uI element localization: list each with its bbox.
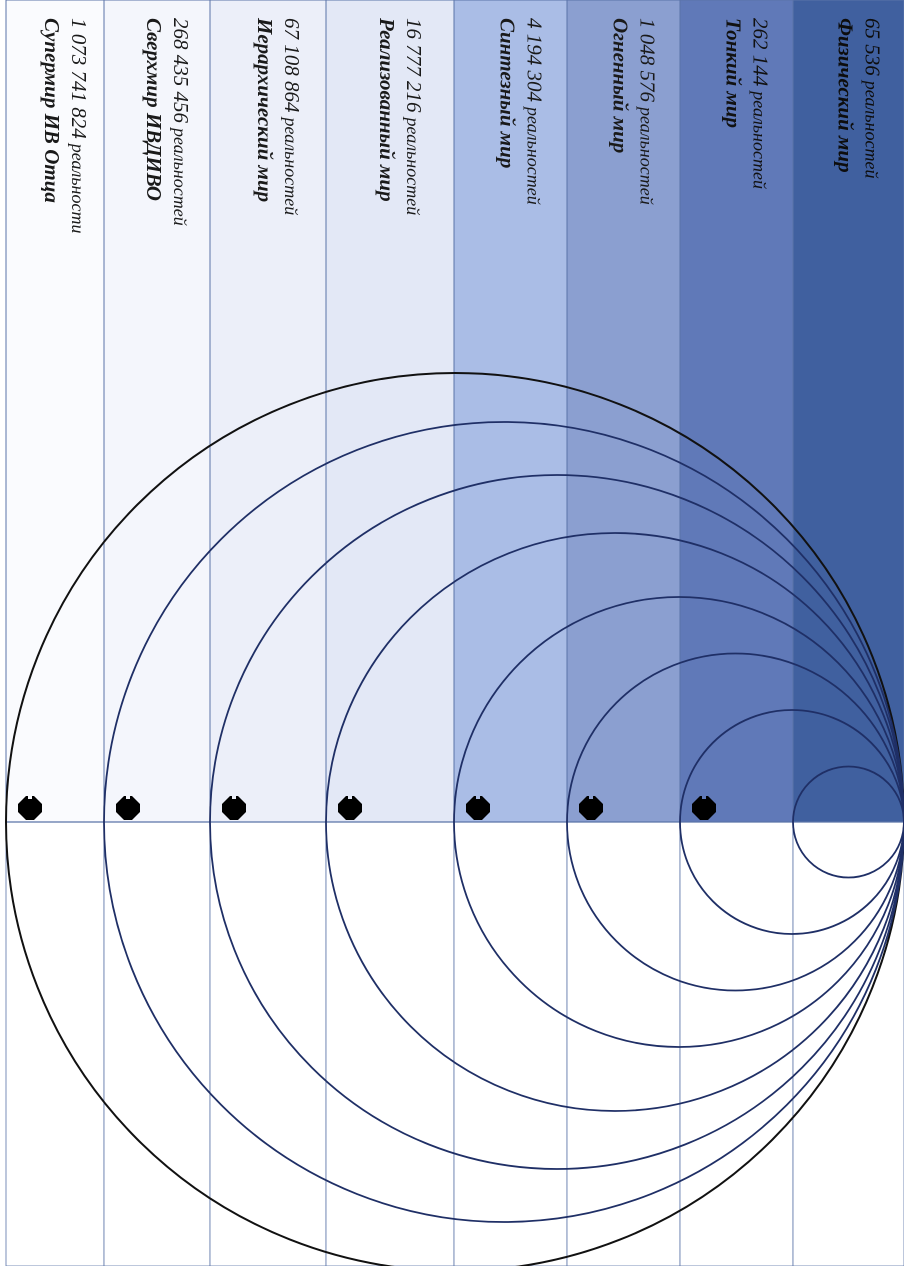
band-lower-sinteznyy [453,821,568,1266]
band-ognennyy [566,0,681,823]
band-fizicheskiy [792,0,904,823]
arc-supermir [5,372,904,1266]
world-count: 268 435 456реальностей [169,18,193,226]
count-value: 4 194 304 [523,18,547,103]
label-ognennyy: Огненный мир 1 048 576реальностей [609,18,660,205]
world-count: 1 048 576реальностей [636,18,660,205]
count-value: 65 536 [861,18,885,76]
count-unit: реальности [68,142,88,234]
count-unit: реальностей [637,105,657,205]
band-lower-supermir [5,821,105,1266]
world-name: Тонкий мир [722,18,746,128]
band-lower-fizicheskiy [792,821,904,1266]
world-count: 65 536 реальностей [861,18,885,178]
world-labels: Супермир ИВ Отца 1 073 741 824реальности С… [40,17,885,233]
count-value: 262 144 [749,18,773,87]
world-bands [5,0,904,1266]
world-count: 16 777 216 реальностей [402,18,426,215]
nested-arcs [5,372,904,1266]
band-supermir [5,0,105,823]
world-name: Иерархический мир [253,17,277,202]
world-name: Физический мир [834,18,858,173]
count-unit: реальностей [170,126,190,226]
arc-realizovannyy [325,532,904,1112]
arc-ierarkhicheskiy [209,474,904,1170]
world-count: 262 144реальностей [749,18,773,189]
band-sinteznyy [453,0,568,823]
label-fizicheskiy: Физический мир 65 536 реальностей [834,18,885,178]
arc-fizicheskiy [792,765,904,879]
house-icon [338,796,362,820]
house-icon [579,796,603,820]
label-tonkiy: Тонкий мир 262 144реальностей [722,18,773,189]
world-count: 1 073 741 824 реальности [67,18,91,233]
count-unit: реальностей [403,116,423,216]
band-ierarkhicheskiy [209,0,327,823]
house-icon [692,796,716,820]
arc-sinteznyy [453,596,904,1048]
count-unit: реальностей [750,89,770,189]
label-ierarkhicheskiy: Иерархический мир 67 108 864 реальностей [253,17,304,215]
label-sverkhmir: Сверхмир ИВДИВО 268 435 456реальностей [142,18,193,226]
label-supermir: Супермир ИВ Отца 1 073 741 824 реальности [40,18,91,233]
world-name: Сверхмир ИВДИВО [142,18,166,201]
house-icon [466,796,490,820]
label-sinteznyy: Синтезный мир 4 194 304реальностей [496,18,547,205]
count-value: 268 435 456 [169,18,193,124]
world-name: Супермир ИВ Отца [40,18,64,203]
band-lower-tonkiy [679,821,794,1266]
house-icon [222,796,246,820]
band-realizovannyy [325,0,455,823]
count-unit: реальностей [281,116,301,216]
world-count: 67 108 864 реальностей [280,18,304,215]
count-unit: реальностей [862,79,882,179]
arc-ognennyy [566,652,904,992]
world-name: Огненный мир [609,18,633,153]
count-value: 1 073 741 824 [67,18,91,139]
count-value: 67 108 864 [280,18,304,113]
band-sverkhmir [103,0,211,823]
world-name: Синтезный мир [496,18,520,168]
band-lower-ierarkhicheskiy [209,821,327,1266]
world-count: 4 194 304реальностей [523,18,547,205]
house-icon [116,796,140,820]
band-lower-realizovannyy [325,821,455,1266]
house-icon [18,796,42,820]
band-lower-ognennyy [566,821,681,1266]
arc-sverkhmir [103,421,904,1223]
house-markers [18,796,716,820]
arc-tonkiy [679,709,904,935]
band-tonkiy [679,0,794,823]
band-lower-sverkhmir [103,821,211,1266]
count-value: 16 777 216 [402,18,426,113]
count-value: 1 048 576 [636,18,660,103]
label-realizovannyy: Реализованный мир 16 777 216 реальностей [375,17,426,215]
count-unit: реальностей [524,105,544,205]
world-name: Реализованный мир [375,17,399,202]
